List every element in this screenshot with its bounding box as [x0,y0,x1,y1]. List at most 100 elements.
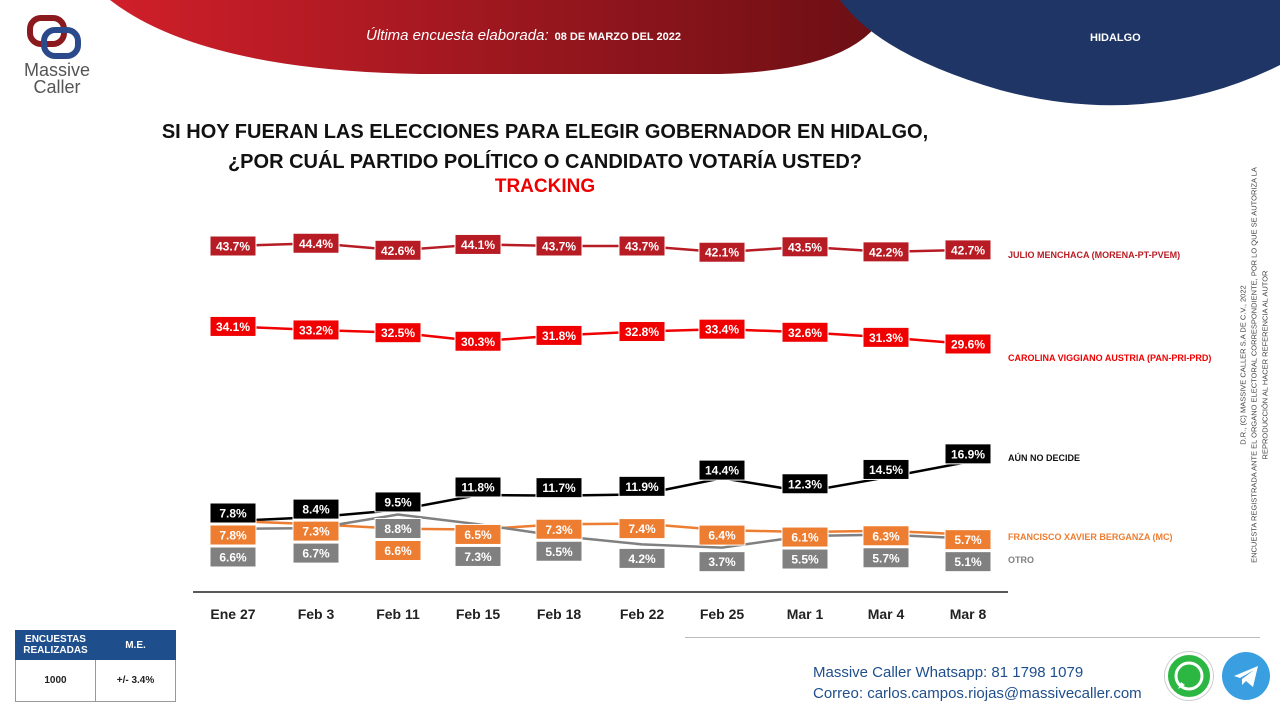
data-label: 7.3% [454,545,502,567]
data-label-text: 43.5% [788,240,822,254]
email-address[interactable]: carlos.campos.riojas@massivecaller.com [867,685,1142,702]
whatsapp-number[interactable]: 81 1798 1079 [991,664,1084,681]
data-label: 4.2% [618,547,666,569]
surveys-value: 1000 [15,659,96,702]
data-label: 8.4% [292,498,340,520]
data-label-text: 8.8% [384,522,412,536]
logo: Massive Caller [18,60,96,97]
data-label-box [698,318,746,340]
data-label: 42.1% [698,241,746,263]
data-label-text: 3.7% [708,555,736,569]
data-label-text: 5.7% [954,533,982,547]
data-label-box [535,540,583,562]
data-label: 32.8% [618,321,666,343]
title-line1: SI HOY FUERAN LAS ELECCIONES PARA ELEGIR… [161,121,929,143]
data-label-box [535,477,583,499]
data-label-text: 5.5% [791,553,819,567]
data-label: 12.3% [781,473,829,495]
data-label-box [374,239,422,261]
data-label-box [209,315,257,337]
chart-subtitle: TRACKING [494,176,596,197]
data-label: 31.8% [535,324,583,346]
data-label-box [698,241,746,263]
x-tick-label: Feb 25 [700,606,745,622]
data-label-box [454,523,502,545]
data-label-text: 42.7% [951,243,985,257]
data-label: 11.8% [454,476,502,498]
data-label: 7.8% [209,502,257,524]
data-label-text: 9.5% [384,495,412,509]
data-label-box [292,520,340,542]
data-label-text: 43.7% [542,240,576,254]
data-label-text: 44.1% [461,238,495,252]
data-label: 31.3% [862,326,910,348]
data-label-box [374,491,422,513]
data-label: 43.7% [535,235,583,257]
data-label-text: 12.3% [788,477,822,491]
legend-label: JULIO MENCHACA (MORENA-PT-PVEM) [1008,250,1180,260]
data-label-text: 43.7% [216,240,250,254]
data-label-text: 42.6% [381,244,415,258]
telegram-icon[interactable] [1222,652,1270,700]
data-label: 9.5% [374,491,422,513]
data-label-text: 32.6% [788,326,822,340]
data-label-box [618,547,666,569]
data-label: 44.1% [454,233,502,255]
data-label-box [209,546,257,568]
x-tick-label: Mar 4 [868,606,905,622]
data-label-text: 5.5% [545,545,573,559]
data-label-text: 11.8% [461,481,495,495]
data-label-text: 11.7% [542,481,576,495]
data-label-box [454,330,502,352]
data-label: 44.4% [292,232,340,254]
data-label-box [781,526,829,548]
data-label-text: 7.3% [545,523,573,537]
series-line-3 [232,519,969,536]
legend-label: FRANCISCO XAVIER BERGANZA (MC) [1008,532,1173,542]
data-label-box [454,233,502,255]
x-tick-label: Mar 8 [950,606,987,622]
data-label-box [862,241,910,263]
data-label: 30.3% [454,330,502,352]
legal-line1: D.R., (C) MASSIVE CALLER S.A DE C.V., 20… [1238,285,1248,445]
x-tick-label: Feb 15 [456,606,501,622]
data-label-text: 34.1% [216,320,250,334]
data-label-box [781,548,829,570]
logo-line2: Caller [33,77,81,97]
data-label-box [292,498,340,520]
x-tick-label: Mar 1 [787,606,824,622]
data-label-text: 31.3% [869,331,903,345]
data-label-text: 6.7% [302,547,330,561]
data-label-text: 7.4% [628,522,656,536]
data-label-box [454,545,502,567]
data-label-text: 11.9% [625,480,659,494]
data-label-box [535,235,583,257]
data-label: 32.6% [781,321,829,343]
data-label-text: 32.5% [381,326,415,340]
data-label-box [209,524,257,546]
data-label: 34.1% [209,315,257,337]
data-label-text: 29.6% [951,337,985,351]
data-label-text: 6.6% [219,551,247,565]
data-label-text: 30.3% [461,335,495,349]
data-label: 6.6% [374,540,422,561]
data-label-text: 42.1% [705,246,739,260]
data-label-box [781,321,829,343]
data-label-text: 16.9% [951,447,985,461]
data-label-text: 7.8% [219,507,247,521]
data-label-box [944,529,992,551]
series-line-4 [232,513,969,549]
data-label: 7.3% [292,520,340,542]
data-label: 11.7% [535,477,583,499]
data-label: 11.9% [618,475,666,497]
data-label-text: 42.2% [869,245,903,259]
data-label: 8.8% [374,518,422,539]
legal-line3: REPRODUCCIÓN AL HACER REFERENCIA AL AUTO… [1260,270,1270,460]
whatsapp-icon[interactable] [1165,652,1213,700]
data-label-box [944,239,992,261]
contact-info: Massive Caller Whatsapp: 81 1798 1079 Co… [813,662,1142,704]
data-label: 43.5% [781,236,829,258]
logo-line1: Massive [23,60,90,80]
data-label-box [781,473,829,495]
series-line-0 [232,242,969,254]
